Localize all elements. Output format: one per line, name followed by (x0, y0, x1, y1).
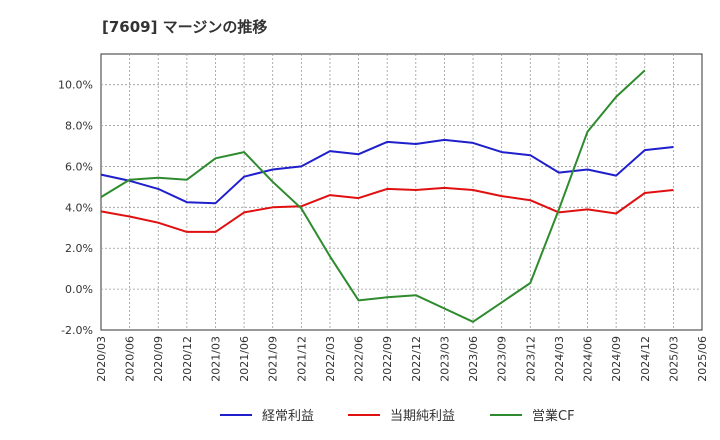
x-tick-label: 2020/03 (95, 336, 108, 382)
x-tick-label: 2020/12 (181, 336, 194, 382)
plot-area (100, 53, 703, 331)
x-tick-label: 2023/06 (467, 336, 480, 382)
x-tick-label: 2023/12 (524, 336, 537, 382)
x-tick-label: 2020/06 (124, 336, 137, 382)
x-tick-label: 2022/06 (353, 336, 366, 382)
y-tick-label: 8.0% (65, 120, 93, 133)
y-tick-label: 2.0% (65, 242, 93, 255)
x-tick-label: 2025/06 (696, 336, 709, 382)
y-tick-label: 10.0% (58, 79, 93, 92)
x-tick-label: 2022/03 (324, 336, 337, 382)
x-tick-label: 2022/12 (410, 336, 423, 382)
x-tick-label: 2023/09 (496, 336, 509, 382)
x-tick-label: 2021/12 (295, 336, 308, 382)
y-tick-label: -2.0% (61, 324, 93, 337)
legend-label: 営業CF (532, 408, 575, 424)
y-tick-label: 0.0% (65, 283, 93, 296)
y-tick-label: 6.0% (65, 160, 93, 173)
x-axis-ticks: 2020/03 2020/06 2020/09 2020/12 2021/03 2021/… (95, 336, 709, 382)
x-tick-label: 2022/09 (381, 336, 394, 382)
legend: 経常利益 当期純利益 営業CF (220, 408, 575, 424)
x-tick-label: 2020/09 (152, 336, 165, 382)
x-tick-label: 2024/09 (610, 336, 623, 382)
series-line (100, 69, 646, 323)
y-tick-label: 4.0% (65, 201, 93, 214)
x-tick-label: 2024/06 (582, 336, 595, 382)
x-tick-label: 2023/03 (438, 336, 451, 382)
x-tick-label: 2024/03 (553, 336, 566, 382)
series-line (100, 186, 674, 233)
x-tick-label: 2024/12 (639, 336, 652, 382)
legend-label: 経常利益 (262, 409, 314, 424)
chart-title: [7609] マージンの推移 (102, 18, 267, 36)
x-tick-label: 2021/06 (238, 336, 251, 382)
x-tick-label: 2025/03 (667, 336, 680, 382)
series-line (100, 138, 674, 205)
gridlines (101, 54, 702, 330)
legend-label: 当期純利益 (390, 409, 455, 424)
series-lines (100, 69, 674, 323)
x-tick-label: 2021/03 (209, 336, 222, 382)
y-axis-ticks: -2.0% 0.0% 2.0% 4.0% 6.0% 8.0% 10.0% (58, 79, 93, 337)
x-tick-label: 2021/09 (267, 336, 280, 382)
